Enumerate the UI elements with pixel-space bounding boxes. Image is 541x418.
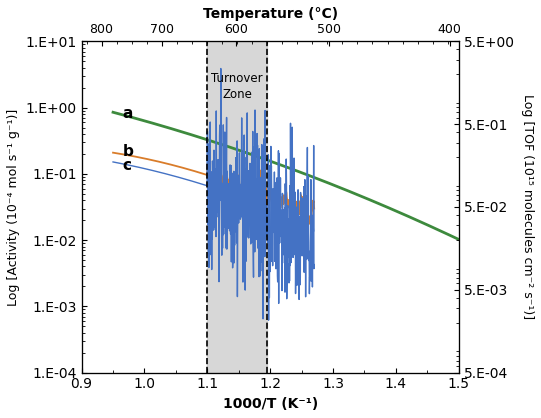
Text: Turnover
Zone: Turnover Zone bbox=[212, 71, 263, 101]
Y-axis label: Log [Activity (10⁻⁴ mol s⁻¹ g⁻¹)]: Log [Activity (10⁻⁴ mol s⁻¹ g⁻¹)] bbox=[7, 108, 20, 306]
Text: c: c bbox=[122, 158, 131, 173]
X-axis label: Temperature (°C): Temperature (°C) bbox=[203, 7, 338, 21]
X-axis label: 1000/T (K⁻¹): 1000/T (K⁻¹) bbox=[222, 397, 318, 411]
Text: a: a bbox=[122, 106, 133, 121]
Bar bbox=[207, 41, 267, 372]
Y-axis label: Log [TOF (10¹⁵ molecules cm⁻² s⁻¹)]: Log [TOF (10¹⁵ molecules cm⁻² s⁻¹)] bbox=[521, 94, 534, 320]
Text: b: b bbox=[122, 144, 133, 159]
